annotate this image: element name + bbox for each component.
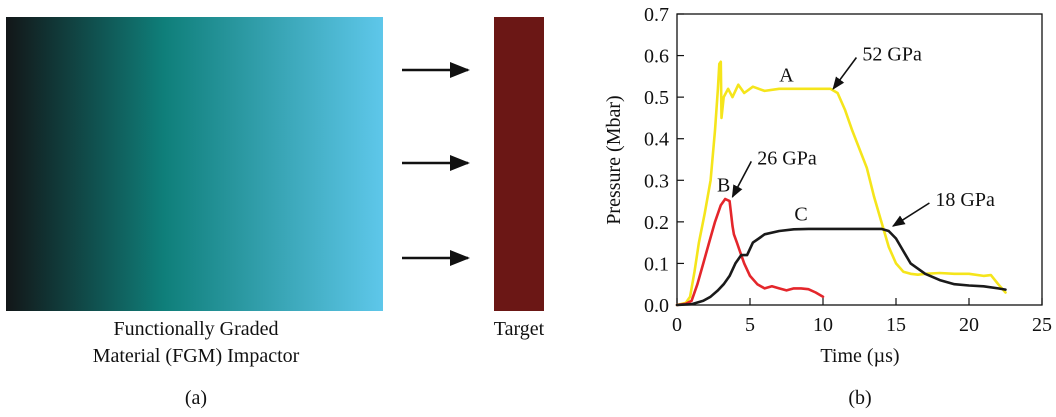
y-tick-label: 0.3 [644, 170, 669, 192]
series-line-b [675, 197, 825, 307]
fgm-impactor [6, 17, 383, 311]
y-tick-label: 0.7 [644, 4, 669, 26]
x-tick-label: 0 [672, 314, 682, 336]
annotation-arrow [891, 202, 930, 227]
impactor-label-line2: Material (FGM) Impactor [93, 345, 300, 367]
x-tick-label: 15 [886, 314, 906, 336]
annotation-arrow [731, 161, 753, 199]
annotation-layer: A B C 52 GPa 26 GPa 18 GPa [717, 43, 995, 227]
series-line-c [675, 227, 1007, 307]
series-label-a: A [779, 64, 794, 86]
x-axis-label: Time (µs) [820, 345, 899, 367]
caption-b: (b) [848, 387, 871, 409]
y-tick-label: 0.1 [644, 253, 669, 275]
plot-frame [676, 13, 1043, 306]
y-tick-label: 0.5 [644, 87, 669, 109]
target-plate [494, 17, 544, 311]
series-label-c: C [794, 204, 807, 226]
x-tick-label: 5 [745, 314, 755, 336]
impactor-label-line1: Functionally Graded [114, 318, 279, 340]
x-tick-label: 20 [959, 314, 979, 336]
series-label-b: B [717, 174, 730, 196]
y-axis-label: Pressure (Mbar) [603, 95, 625, 224]
annotation-arrow [832, 57, 858, 90]
x-tick-label: 25 [1032, 314, 1052, 336]
annotation-label: 52 GPa [862, 43, 922, 65]
y-tick-label: 0.6 [644, 46, 669, 68]
target-label: Target [494, 318, 545, 340]
caption-a: (a) [185, 387, 207, 409]
y-tick-label: 0.2 [644, 212, 669, 234]
x-tick-label: 10 [813, 314, 833, 336]
panel-a: Functionally Graded Material (FGM) Impac… [6, 17, 545, 409]
y-tick-label: 0.0 [644, 295, 669, 317]
axis-ticks: 0 5 10 15 20 25 0.0 0.1 0.2 0.3 0.4 0.5 0.6 0.7 [644, 4, 1052, 336]
annotation-label: 26 GPa [757, 147, 817, 169]
series-layer [675, 60, 1007, 307]
annotation-label: 18 GPa [935, 189, 995, 211]
pressure-time-chart: 0 5 10 15 20 25 0.0 0.1 0.2 0.3 0.4 0.5 0.6 0.7 A B C 52… [603, 4, 1052, 409]
y-tick-label: 0.4 [644, 129, 669, 151]
